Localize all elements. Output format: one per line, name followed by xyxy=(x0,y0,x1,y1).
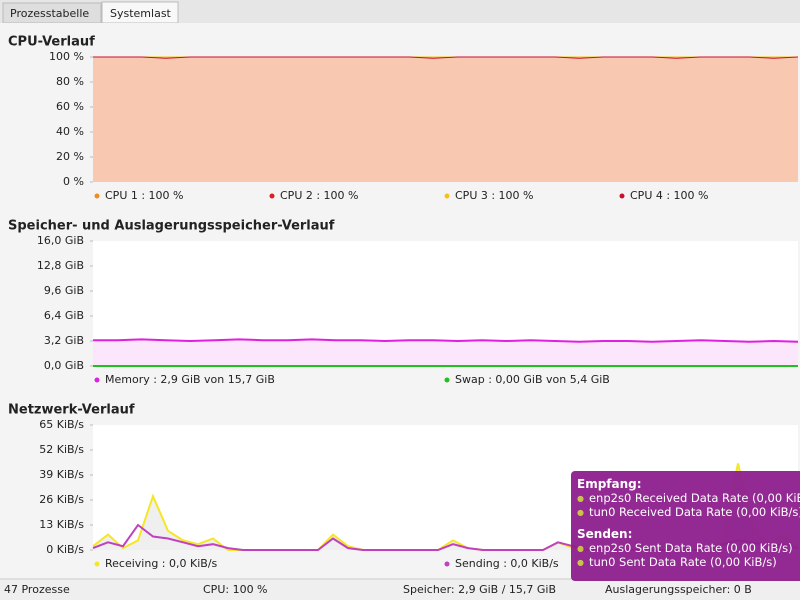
chart-title: Netzwerk-Verlauf xyxy=(8,403,135,418)
y-tick-label: 39 KiB/s xyxy=(39,468,84,481)
tooltip-heading: Senden: xyxy=(577,527,633,541)
legend-marker xyxy=(444,377,450,383)
tooltip: Empfang: enp2s0 Received Data Rate (0,00… xyxy=(571,471,800,581)
legend-marker xyxy=(444,561,450,567)
y-tick-label: 20 % xyxy=(56,150,84,163)
legend-label: Sending : 0,0 KiB/s xyxy=(455,557,559,570)
chart-title: CPU-Verlauf xyxy=(8,35,95,50)
legend-label: CPU 1 : 100 % xyxy=(105,189,184,202)
series-line xyxy=(93,338,799,343)
tooltip-item: enp2s0 Sent Data Rate (0,00 KiB/s) xyxy=(577,541,800,555)
legend-marker xyxy=(269,193,275,199)
legend-marker xyxy=(94,561,100,567)
y-tick-label: 0,0 GiB xyxy=(44,359,84,372)
legend-marker xyxy=(619,193,625,199)
y-tick-label: 9,6 GiB xyxy=(44,284,84,297)
y-tick-label: 26 KiB/s xyxy=(39,493,84,506)
tooltip-heading: Empfang: xyxy=(577,477,642,491)
y-tick-label: 40 % xyxy=(56,125,84,138)
y-tick-label: 0 % xyxy=(63,175,84,188)
y-tick-label: 60 % xyxy=(56,100,84,113)
y-tick-label: 0 KiB/s xyxy=(46,543,84,556)
y-tick-label: 3,2 GiB xyxy=(44,334,84,347)
y-tick-label: 80 % xyxy=(56,75,84,88)
tooltip-item: enp2s0 Received Data Rate (0,00 KiB/s) xyxy=(577,491,800,505)
tab-label[interactable]: Systemlast xyxy=(110,7,172,20)
tab-bar xyxy=(0,0,800,23)
legend-label: CPU 3 : 100 % xyxy=(455,189,534,202)
legend-marker xyxy=(94,193,100,199)
tab-label[interactable]: Prozesstabelle xyxy=(10,7,89,20)
series-area xyxy=(93,57,798,182)
y-tick-label: 16,0 GiB xyxy=(37,234,84,247)
legend-label: Memory : 2,9 GiB von 15,7 GiB xyxy=(105,373,275,386)
chart-title: Speicher- und Auslagerungsspeicher-Verla… xyxy=(8,219,335,234)
legend-label: Receiving : 0,0 KiB/s xyxy=(105,557,218,570)
legend-label: CPU 4 : 100 % xyxy=(630,189,709,202)
y-tick-label: 13 KiB/s xyxy=(39,518,84,531)
series-area xyxy=(93,339,798,366)
legend-marker xyxy=(94,377,100,383)
status-item: Auslagerungsspeicher: 0 B xyxy=(605,583,752,596)
tooltip-item: tun0 Received Data Rate (0,00 KiB/s) xyxy=(577,505,800,519)
series-line xyxy=(93,56,799,59)
y-tick-label: 6,4 GiB xyxy=(44,309,84,322)
y-tick-label: 65 KiB/s xyxy=(39,418,84,431)
legend-label: CPU 2 : 100 % xyxy=(280,189,359,202)
y-tick-label: 52 KiB/s xyxy=(39,443,84,456)
legend-marker xyxy=(444,193,450,199)
y-tick-label: 100 % xyxy=(49,50,84,63)
status-item: Speicher: 2,9 GiB / 15,7 GiB xyxy=(403,583,556,596)
legend-label: Swap : 0,00 GiB von 5,4 GiB xyxy=(455,373,610,386)
tooltip-item: tun0 Sent Data Rate (0,00 KiB/s) xyxy=(577,555,800,569)
status-item: CPU: 100 % xyxy=(203,583,268,596)
y-tick-label: 12,8 GiB xyxy=(37,259,84,272)
status-item: 47 Prozesse xyxy=(4,583,70,596)
